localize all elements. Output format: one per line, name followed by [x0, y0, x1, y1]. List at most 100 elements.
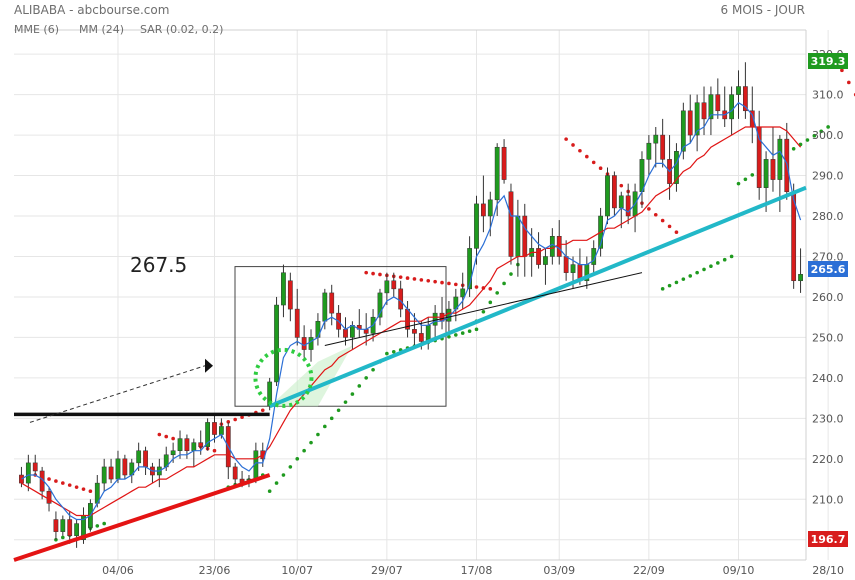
sar-dot [653, 212, 658, 217]
candle-body [729, 94, 734, 120]
sar-dot [702, 267, 706, 272]
sar-dot [660, 287, 665, 291]
x-tick-label: 10/07 [281, 564, 313, 577]
sar-dot [419, 278, 424, 282]
sar-dot [729, 254, 734, 259]
sar-dot [398, 275, 403, 279]
sar-dot [585, 154, 589, 159]
candle-body [432, 312, 438, 326]
legend-sar: SAR (0.02, 0.2) [140, 23, 223, 36]
candle-body [522, 215, 528, 257]
sar-dot [405, 276, 410, 280]
sar-dot [454, 333, 458, 337]
candle-body [177, 438, 183, 451]
candle-body [53, 519, 59, 532]
sar-dot [688, 274, 693, 278]
sar-dot [750, 173, 755, 177]
candle-body [170, 450, 176, 456]
candle-body [184, 438, 190, 451]
sar-dot [509, 272, 513, 276]
sar-dot [385, 351, 389, 356]
x-tick-label: 23/06 [199, 564, 231, 577]
sar-dot [88, 489, 93, 494]
sar-dot [716, 261, 720, 265]
sar-dot [440, 280, 444, 285]
candle-body [701, 102, 707, 120]
candle-body [391, 280, 397, 290]
sar-dot [578, 148, 582, 153]
candle-body [646, 142, 652, 160]
candle-body [556, 236, 562, 257]
candle-body [212, 422, 217, 435]
candle-body [501, 146, 507, 180]
sar-dot [67, 483, 72, 487]
candle-body [136, 450, 142, 464]
candle-body [770, 159, 776, 180]
candle-body [467, 248, 472, 290]
candle-body [736, 86, 741, 95]
sar-dot [378, 272, 382, 277]
sar-dot [681, 277, 686, 281]
sar-dot [267, 489, 272, 494]
candle-body [653, 134, 659, 144]
candle-body [143, 450, 148, 468]
badge-high-label: 319.3 [811, 55, 846, 68]
x-tick-label: 22/09 [633, 564, 665, 577]
candle-body [743, 86, 748, 112]
candle-body [191, 442, 197, 451]
y-tick-label: 210.0 [812, 493, 844, 506]
y-tick-label: 250.0 [812, 331, 844, 344]
sar-dot [598, 166, 603, 171]
badge-high [808, 53, 848, 69]
sar-dot [157, 432, 162, 437]
sar-dot [674, 280, 679, 285]
candle-body [232, 466, 238, 480]
mme6-line [21, 101, 802, 521]
sar-dot [350, 392, 355, 396]
breakout-circle [253, 347, 314, 408]
candle-body [108, 466, 114, 480]
sar-dot [364, 270, 368, 275]
sar-dot [171, 436, 175, 441]
candle-body [205, 422, 210, 447]
sar-dot [847, 80, 851, 85]
candle-body [412, 329, 417, 334]
sar-dot [743, 177, 748, 182]
sar-dot [660, 218, 665, 223]
y-tick-label: 260.0 [812, 291, 844, 304]
sar-dot [812, 133, 817, 138]
candle-body [46, 490, 52, 504]
candle-body [763, 159, 769, 188]
sar-dot [102, 521, 106, 526]
candle-body [350, 325, 355, 338]
sar-dot [81, 487, 86, 491]
sar-dot [619, 183, 624, 188]
sar-dot [336, 408, 341, 413]
sar-dot [722, 257, 727, 262]
candle-body [563, 256, 569, 273]
sar-dot [329, 416, 334, 421]
sar-dot [591, 160, 596, 165]
sar-dot [316, 432, 320, 437]
sar-dot [364, 376, 368, 380]
sar-dot [426, 278, 431, 283]
candle-body [274, 304, 279, 383]
sar-dot [447, 334, 451, 339]
sar-dot [47, 477, 51, 481]
sar-dot [226, 420, 231, 424]
sar-dot [564, 137, 568, 141]
candle-body [418, 333, 424, 342]
sar-dot [95, 524, 100, 528]
candle-body [515, 215, 521, 257]
sar-dot [495, 291, 499, 295]
sar-dot [840, 68, 844, 73]
sar-dot [212, 448, 217, 453]
sar-dot [674, 230, 679, 235]
candle-body [536, 248, 541, 265]
candle-body [219, 426, 224, 435]
candle-body [612, 175, 617, 209]
candle-body [777, 138, 783, 180]
x-tick-label: 09/10 [723, 564, 755, 577]
sar-dot [647, 207, 651, 211]
